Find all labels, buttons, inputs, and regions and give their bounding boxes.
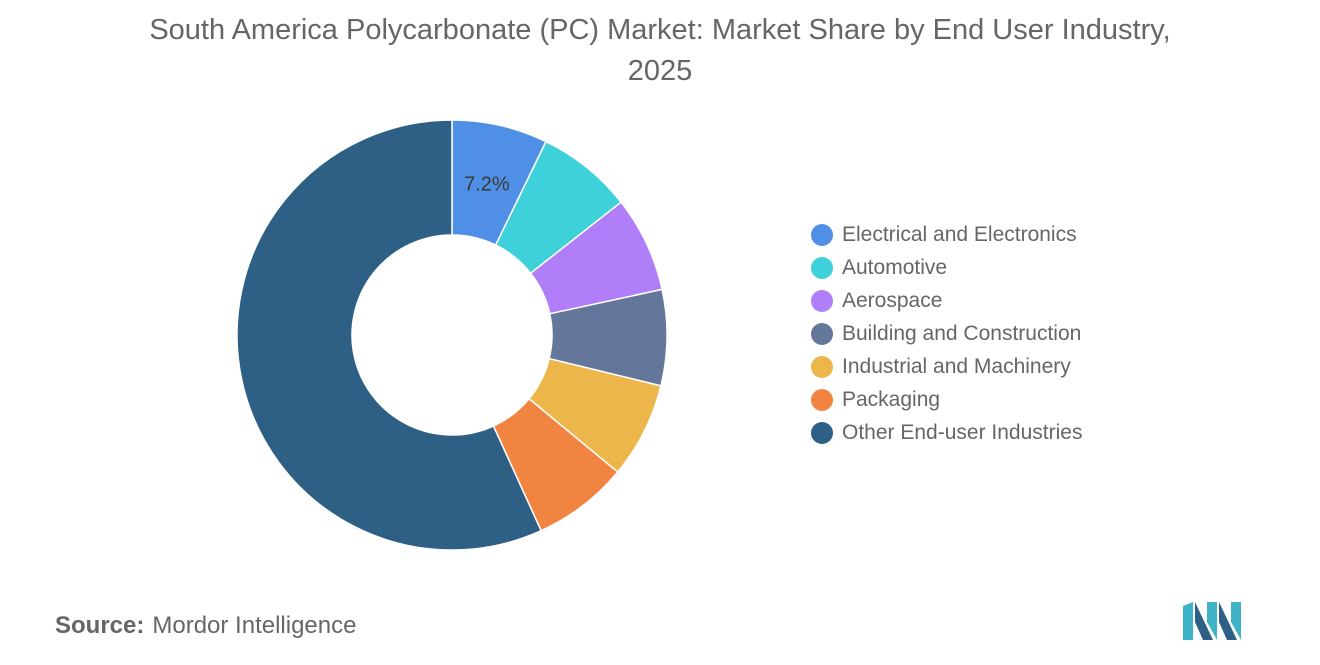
legend-label: Packaging bbox=[842, 387, 941, 411]
legend-item-aerospace: Aerospace bbox=[811, 284, 1082, 317]
chart-title: South America Polycarbonate (PC) Market:… bbox=[149, 14, 1171, 87]
legend-label: Other End-user Industries bbox=[842, 420, 1083, 444]
chart-legend: Electrical and Electronics Automotive Aero… bbox=[811, 218, 1082, 449]
donut-slices bbox=[236, 119, 668, 551]
mordor-intelligence-logo bbox=[1183, 602, 1241, 640]
legend-swatch bbox=[811, 256, 833, 279]
legend-swatch bbox=[811, 355, 833, 378]
legend-swatch bbox=[811, 388, 833, 411]
source-label: Source: bbox=[55, 612, 145, 639]
source-note: Source: Mordor Intelligence bbox=[55, 612, 356, 640]
legend-swatch bbox=[811, 223, 833, 246]
legend-label: Industrial and Machinery bbox=[842, 354, 1071, 378]
legend-swatch bbox=[811, 289, 833, 312]
legend-label: Aerospace bbox=[842, 288, 943, 312]
data-label-electrical-and-electronics: 7.2% bbox=[464, 173, 510, 195]
legend-item-building-and-construction: Building and Construction bbox=[811, 317, 1082, 350]
source-value: Mordor Intelligence bbox=[152, 612, 357, 639]
donut-data-labels: 7.2% bbox=[464, 173, 510, 195]
slice-other-end-user-industries bbox=[236, 119, 543, 551]
legend-item-other-end-user-industries: Other End-user Industries bbox=[811, 416, 1082, 449]
legend-item-packaging: Packaging bbox=[811, 383, 1082, 416]
legend-item-electrical-and-electronics: Electrical and Electronics bbox=[811, 218, 1082, 251]
legend-item-industrial-and-machinery: Industrial and Machinery bbox=[811, 350, 1082, 383]
legend-swatch bbox=[811, 322, 833, 345]
legend-swatch bbox=[811, 421, 833, 444]
legend-label: Building and Construction bbox=[842, 321, 1082, 345]
legend-label: Electrical and Electronics bbox=[842, 222, 1077, 246]
legend-label: Automotive bbox=[842, 255, 948, 279]
legend-item-automotive: Automotive bbox=[811, 251, 1082, 284]
